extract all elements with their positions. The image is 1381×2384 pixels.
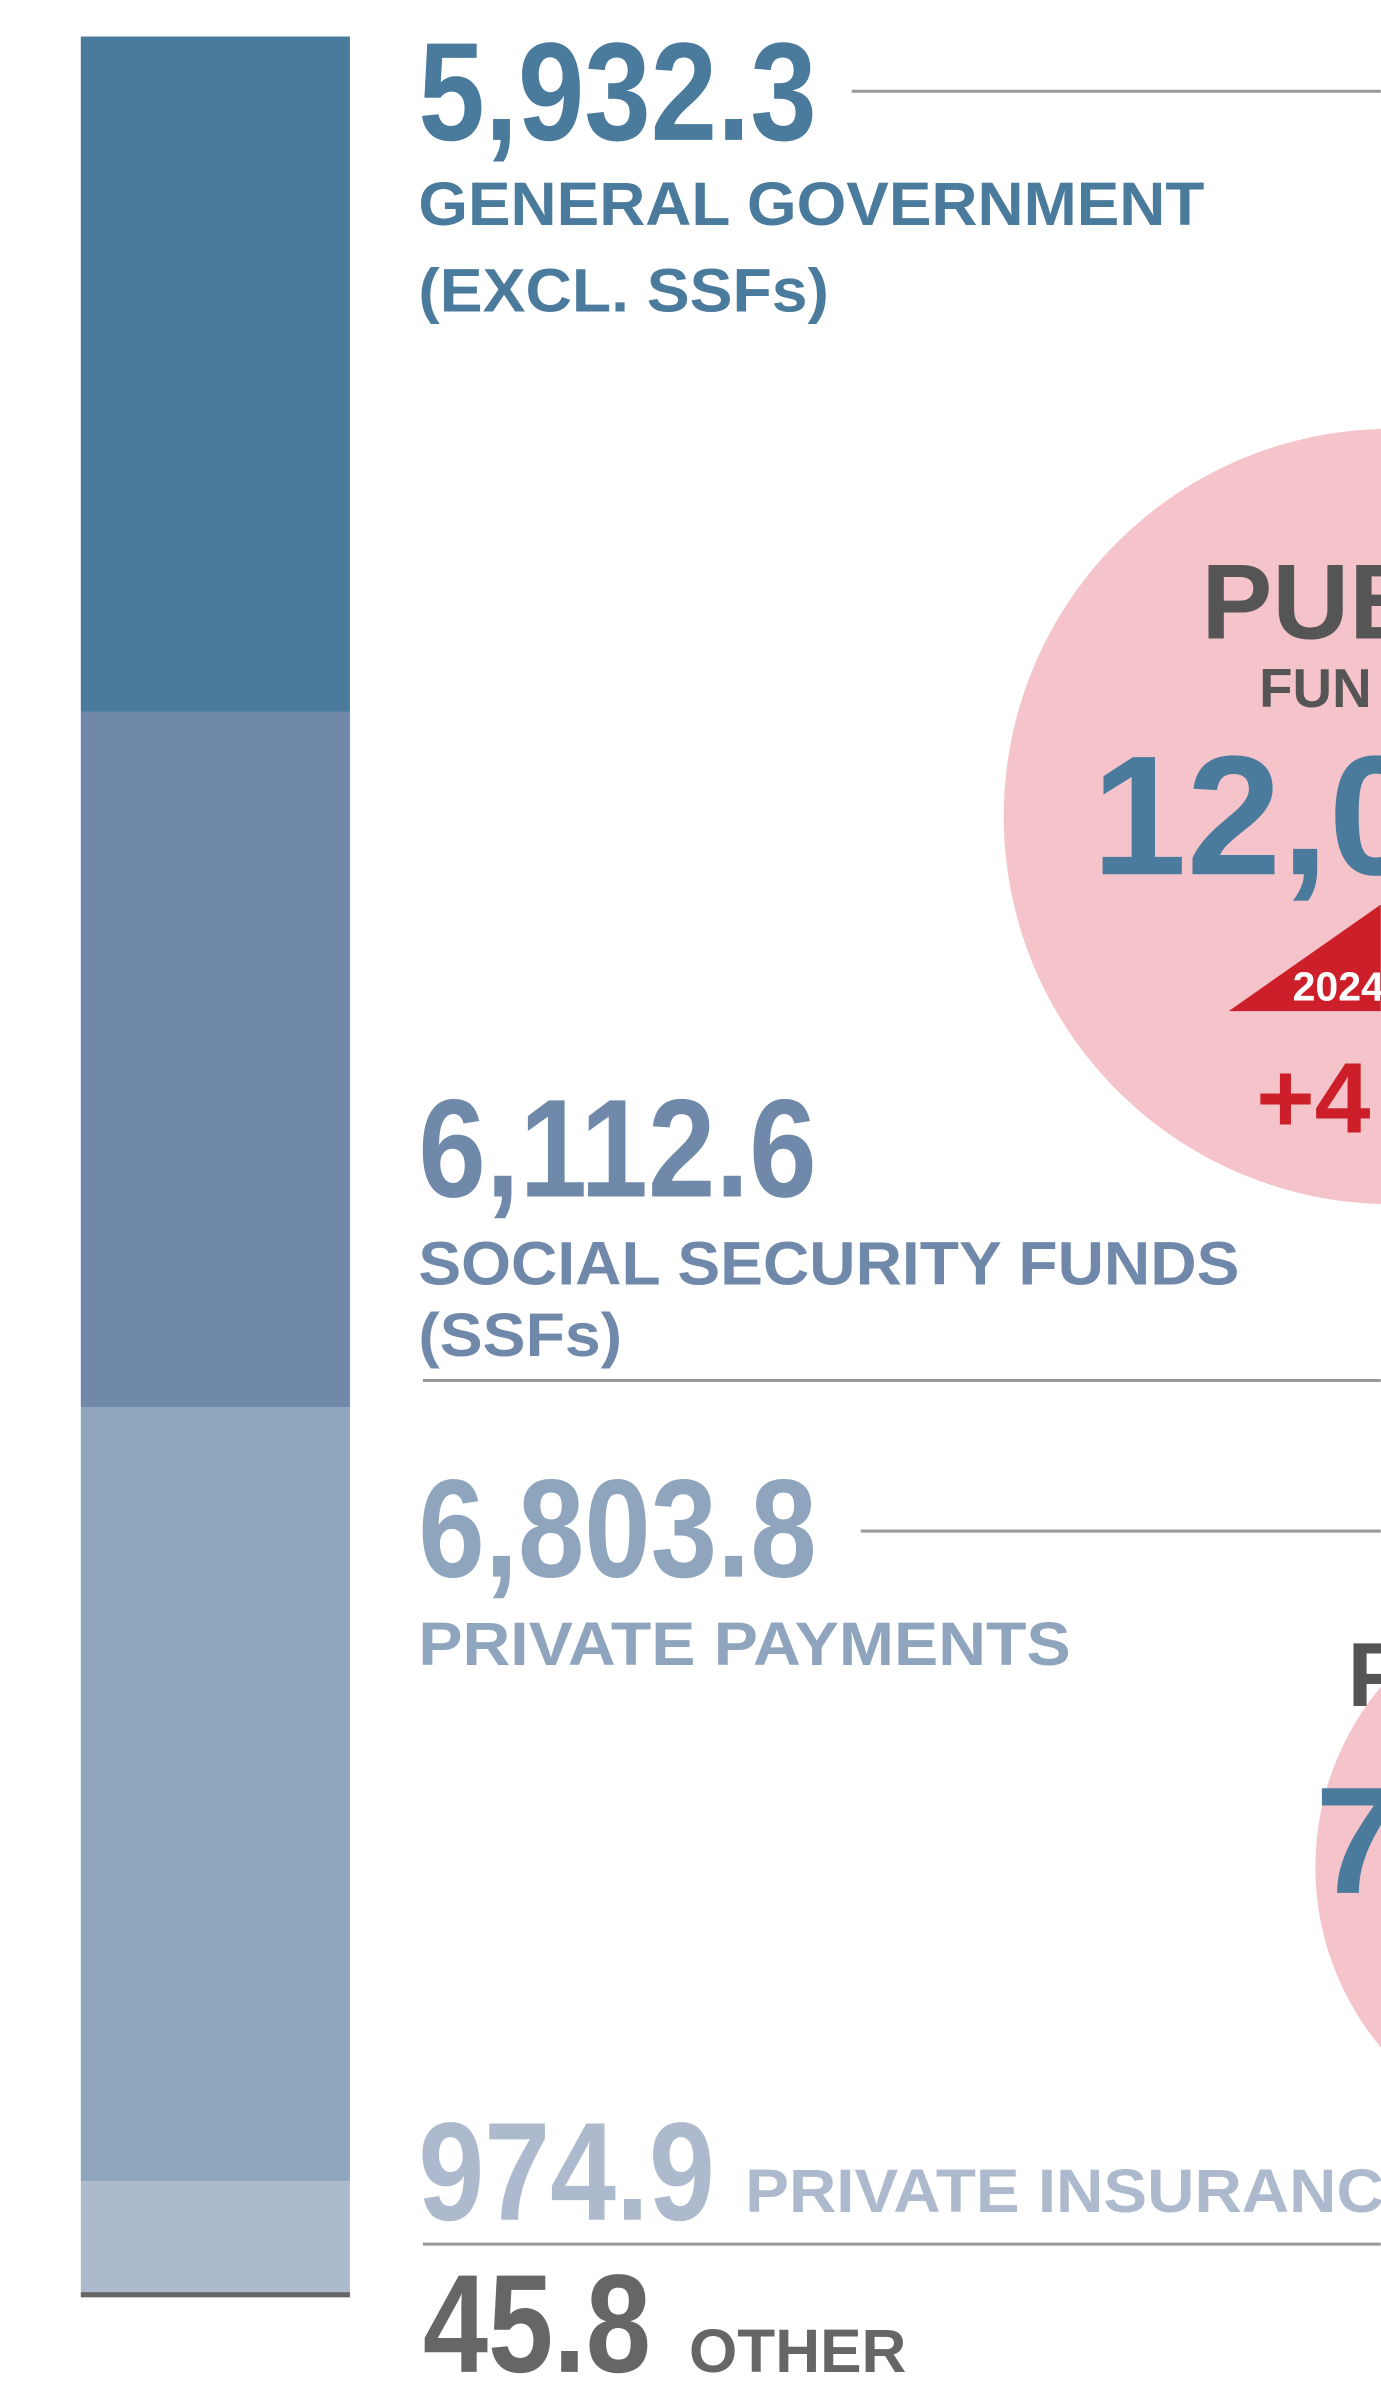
value-label: 45.8 [423,2245,651,2384]
value-label: 6,112.6 [418,1070,816,1227]
bar-segment [80,2181,350,2293]
bar-segment [80,2292,350,2298]
segment-label: (SSFs) [418,1301,622,1369]
segment-label: OTHER [689,2317,906,2384]
circle-value: 7 [1315,1756,1381,1926]
value-label: 974.9 [418,2093,714,2250]
circle-title: PUB [1201,543,1381,662]
value-label: 5,932.3 [418,13,816,170]
bar-segment [80,711,350,1408]
segment-label: PRIVATE INSURANC [745,2157,1381,2225]
segment-label: PRIVATE PAYMENTS [418,1610,1070,1678]
private-funding-circle [1315,1686,1381,2048]
value-label: 6,803.8 [418,1450,816,1607]
segment-label: SOCIAL SECURITY FUNDS [418,1230,1239,1298]
segment-label: GENERAL GOVERNMENT [418,170,1204,238]
circle-subtitle: FUN [1259,657,1371,719]
bar-segment [80,1407,350,2182]
circle-change: +4 [1256,1043,1371,1155]
circle-value: 12,0 [1092,721,1381,911]
circle-title: P [1347,1624,1381,1726]
segment-label: (EXCL. SSFs) [418,257,829,325]
bar-segment [80,36,350,712]
circle-year: 2024 [1293,963,1381,1009]
